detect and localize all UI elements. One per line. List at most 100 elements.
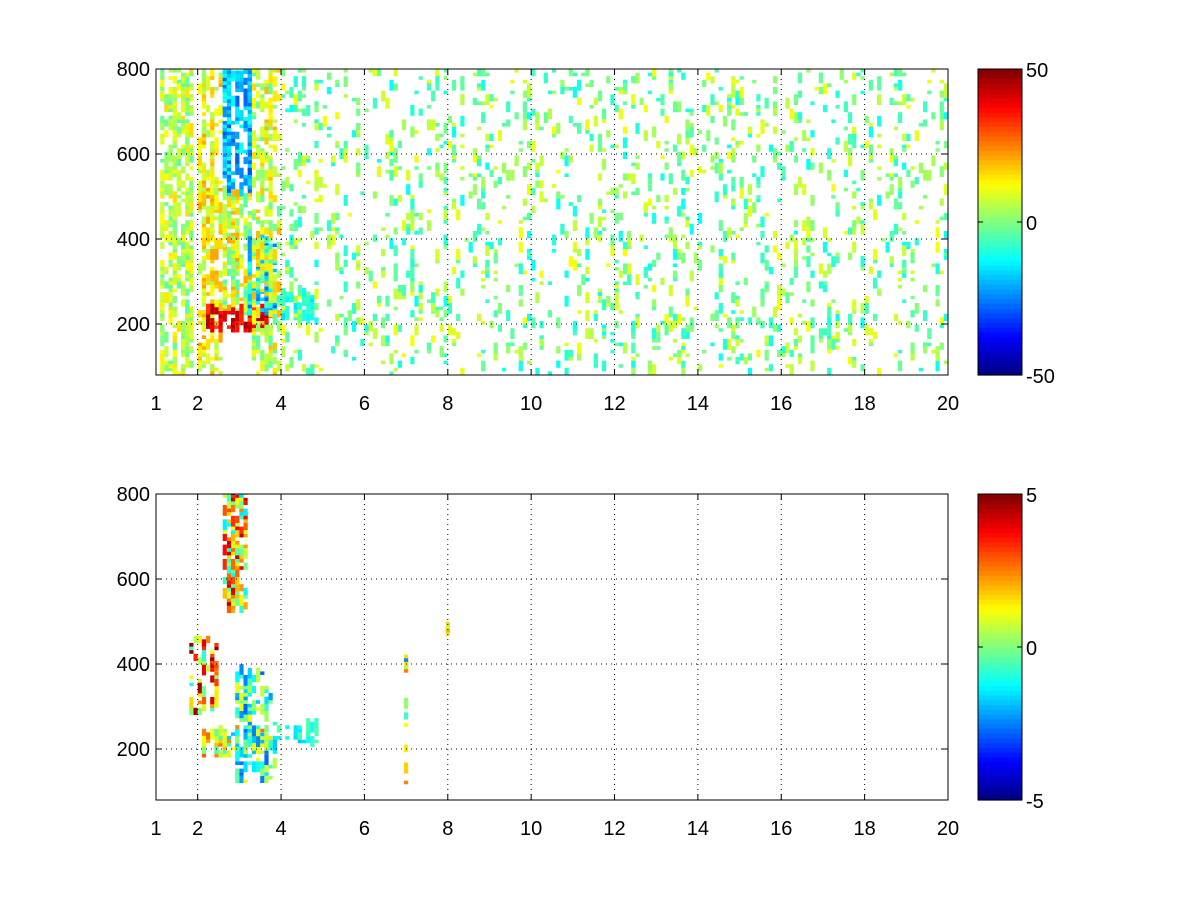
heatmap-cell bbox=[251, 357, 257, 361]
heatmap-cell bbox=[414, 155, 419, 163]
heatmap-cell bbox=[572, 259, 577, 271]
heatmap-cell bbox=[518, 357, 523, 361]
heatmap-cell bbox=[893, 223, 898, 235]
heatmap-cell bbox=[168, 303, 173, 311]
colorbar-swatch bbox=[978, 546, 1022, 552]
heatmap-cell bbox=[239, 707, 244, 719]
heatmap-cell bbox=[435, 133, 440, 138]
x-tick-label: 2 bbox=[192, 818, 203, 840]
heatmap-cell bbox=[868, 144, 873, 156]
heatmap-cell bbox=[185, 187, 190, 192]
heatmap-cell bbox=[164, 155, 169, 163]
heatmap-cell bbox=[172, 76, 177, 84]
heatmap-cell bbox=[326, 87, 332, 95]
heatmap-cell bbox=[531, 259, 536, 271]
heatmap-cell bbox=[251, 342, 257, 347]
colorbar-swatch bbox=[978, 556, 1022, 562]
heatmap-cell bbox=[201, 328, 207, 332]
heatmap-cell bbox=[789, 234, 794, 242]
colorbar-swatch bbox=[978, 699, 1022, 705]
heatmap-cell bbox=[251, 144, 257, 149]
heatmap-cell bbox=[822, 241, 828, 253]
heatmap-cell bbox=[848, 357, 853, 365]
heatmap-cell bbox=[506, 169, 511, 181]
heatmap-cell bbox=[631, 191, 636, 195]
heatmap-cell bbox=[201, 364, 207, 368]
heatmap-cell bbox=[493, 252, 498, 260]
heatmap-cell bbox=[485, 299, 490, 303]
heatmap-cell bbox=[231, 265, 236, 273]
heatmap-cell bbox=[189, 227, 194, 239]
heatmap-cell bbox=[647, 198, 653, 206]
heatmap-cell bbox=[264, 685, 269, 690]
heatmap-cell bbox=[718, 353, 723, 361]
heatmap-cell bbox=[201, 664, 207, 676]
heatmap-cell bbox=[160, 292, 165, 296]
heatmap-cell bbox=[835, 90, 840, 98]
heatmap-cell bbox=[923, 342, 928, 347]
heatmap-cell bbox=[243, 675, 248, 686]
heatmap-cell bbox=[923, 169, 928, 181]
heatmap-cell bbox=[493, 342, 498, 354]
heatmap-cell bbox=[251, 328, 257, 332]
heatmap-cell bbox=[873, 209, 878, 221]
y-tick-label: 800 bbox=[117, 484, 150, 506]
heatmap-cell bbox=[943, 213, 948, 221]
heatmap-cell bbox=[235, 526, 240, 538]
axes-box bbox=[155, 68, 949, 376]
heatmap-cell bbox=[831, 184, 836, 192]
heatmap-cell bbox=[210, 668, 215, 672]
heatmap-cell bbox=[214, 191, 219, 203]
heatmap-cell bbox=[935, 227, 940, 239]
heatmap-cell bbox=[181, 90, 186, 102]
heatmap-cell bbox=[231, 221, 236, 226]
heatmap-cell bbox=[185, 310, 190, 318]
colorbar-swatch bbox=[978, 255, 1022, 261]
heatmap-cell bbox=[293, 725, 298, 737]
heatmap-cell bbox=[731, 310, 736, 314]
heatmap-cell bbox=[506, 119, 511, 127]
heatmap-cell bbox=[589, 133, 594, 141]
heatmap-cell bbox=[902, 133, 907, 141]
heatmap-cell bbox=[218, 270, 223, 278]
heatmap-cell bbox=[231, 746, 236, 751]
heatmap-cell bbox=[243, 156, 248, 165]
heatmap-cell bbox=[326, 220, 332, 231]
heatmap-cell bbox=[647, 277, 653, 282]
heatmap-cell bbox=[439, 144, 444, 149]
heatmap-cell bbox=[843, 231, 848, 235]
heatmap-cell bbox=[185, 241, 190, 253]
heatmap-cell bbox=[827, 324, 832, 336]
heatmap-cell bbox=[243, 297, 248, 305]
heatmap-cell bbox=[289, 267, 294, 278]
heatmap-cell bbox=[627, 238, 632, 246]
heatmap-cell bbox=[226, 232, 232, 237]
heatmap-cell bbox=[247, 703, 252, 708]
heatmap-cell bbox=[201, 144, 207, 149]
heatmap-cell bbox=[943, 97, 948, 102]
heatmap-cell bbox=[756, 133, 761, 138]
heatmap-cell bbox=[268, 324, 273, 332]
heatmap-cell bbox=[214, 325, 219, 329]
heatmap-cell bbox=[281, 205, 286, 210]
heatmap-cell bbox=[256, 707, 261, 711]
heatmap-cell bbox=[418, 303, 423, 311]
heatmap-cell bbox=[447, 141, 452, 149]
heatmap-cell bbox=[343, 148, 348, 152]
heatmap-cell bbox=[189, 263, 194, 275]
heatmap-cell bbox=[910, 180, 915, 188]
heatmap-cell bbox=[351, 252, 357, 260]
heatmap-cell bbox=[256, 83, 261, 87]
heatmap-cell bbox=[935, 220, 940, 224]
heatmap-cell bbox=[539, 270, 544, 278]
heatmap-cell bbox=[281, 292, 286, 303]
heatmap-cell bbox=[260, 728, 265, 733]
heatmap-cell bbox=[785, 97, 790, 109]
heatmap-cell bbox=[226, 293, 232, 298]
heatmap-cell bbox=[222, 544, 227, 556]
heatmap-cell bbox=[268, 213, 273, 217]
heatmap-cell bbox=[251, 335, 257, 339]
heatmap-cell bbox=[401, 220, 407, 231]
heatmap-cell bbox=[935, 141, 940, 145]
